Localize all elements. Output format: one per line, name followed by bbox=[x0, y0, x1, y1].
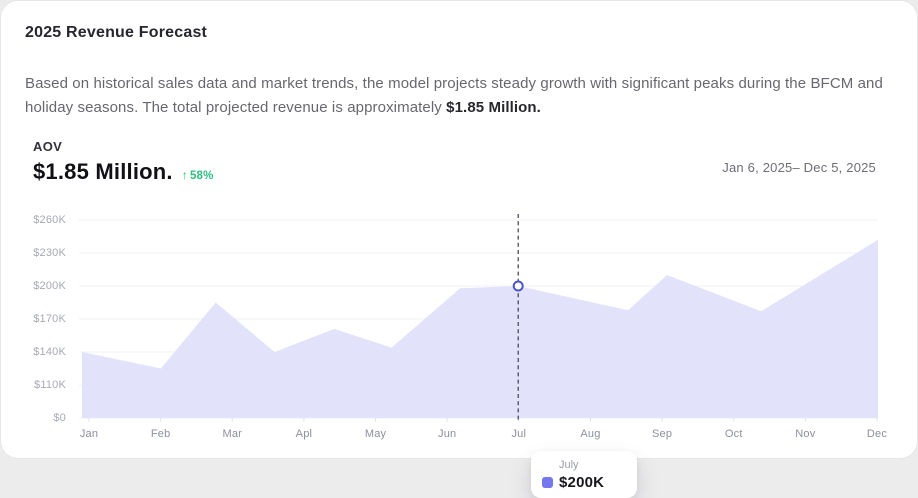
up-arrow-icon: ↑ bbox=[181, 168, 188, 182]
date-range: Jan 6, 2025– Dec 5, 2025 bbox=[722, 160, 876, 175]
kpi-change-badge: ↑ 58% bbox=[182, 168, 214, 182]
y-axis-label: $0 bbox=[53, 412, 66, 424]
x-axis-label: Dec bbox=[866, 428, 888, 440]
x-axis-label: Jan bbox=[79, 428, 99, 440]
x-axis-label: Jul bbox=[511, 428, 527, 440]
y-axis-label: $110K bbox=[34, 379, 66, 391]
chart-canvas[interactable] bbox=[1, 201, 918, 451]
x-axis-label: Feb bbox=[150, 428, 171, 440]
y-axis-label: $260K bbox=[33, 214, 66, 226]
y-axis-label: $140K bbox=[33, 346, 66, 358]
tooltip-row: $200K bbox=[542, 474, 637, 491]
x-axis-label: Jun bbox=[438, 428, 457, 440]
page-title: 2025 Revenue Forecast bbox=[25, 24, 208, 41]
y-axis-label: $200K bbox=[33, 280, 66, 292]
x-axis-label: Nov bbox=[795, 428, 816, 440]
kpi-label: AOV bbox=[33, 139, 63, 154]
kpi-change-value: 58% bbox=[189, 170, 214, 182]
x-axis-label: Aug bbox=[580, 428, 601, 440]
kpi-value-row: $1.85 Million. ↑ 58% bbox=[33, 159, 214, 185]
tooltip-value: $200K bbox=[559, 474, 605, 491]
series-swatch-icon bbox=[542, 477, 553, 488]
forecast-total-revenue: $1.85 Million. bbox=[446, 99, 541, 116]
forecast-description-text: Based on historical sales data and marke… bbox=[25, 75, 883, 116]
forecast-description: Based on historical sales data and marke… bbox=[25, 72, 899, 120]
y-axis-label: $170K bbox=[33, 313, 66, 325]
x-axis-label: Mar bbox=[222, 428, 243, 440]
x-axis-label: May bbox=[364, 428, 387, 440]
x-axis-label: Apl bbox=[295, 428, 313, 440]
x-axis-label: Sep bbox=[651, 428, 673, 440]
aov-area-chart[interactable]: July $200K $260K $230K $200K $170K $140K $110… bbox=[1, 201, 918, 498]
kpi-value: $1.85 Million. bbox=[33, 159, 173, 184]
highlight-marker bbox=[512, 280, 524, 292]
x-axis-label: Oct bbox=[724, 428, 743, 440]
y-axis-label: $230K bbox=[33, 247, 66, 259]
chart-tooltip: July $200K bbox=[531, 451, 637, 498]
tooltip-title: July bbox=[559, 459, 579, 471]
area-series bbox=[82, 239, 878, 418]
